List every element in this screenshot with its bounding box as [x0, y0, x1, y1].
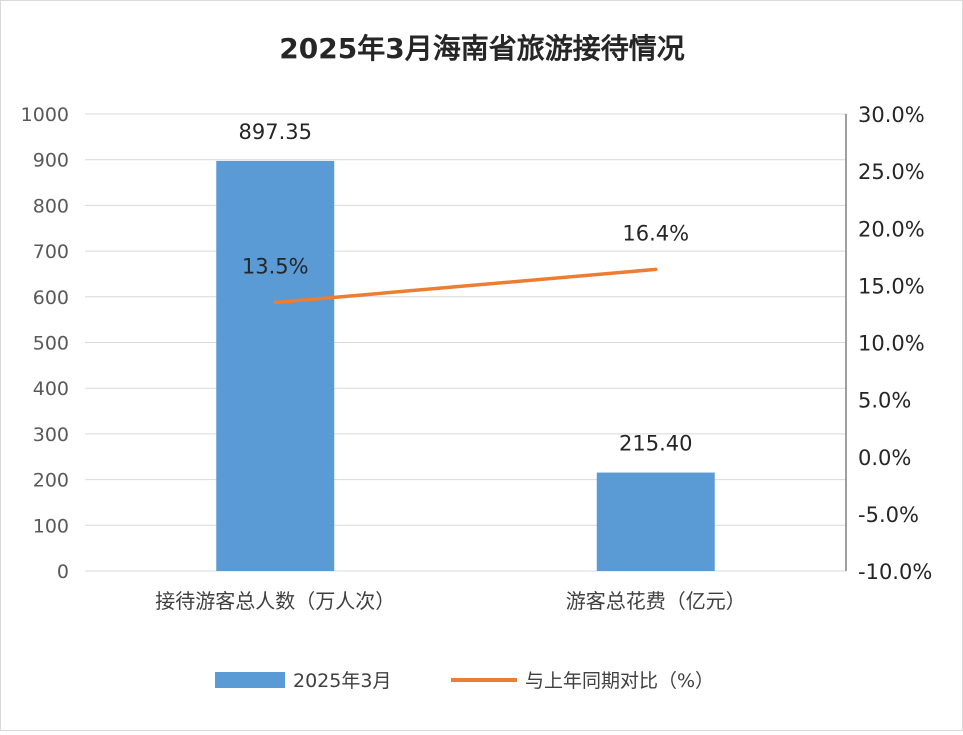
right-axis-ticks: -10.0% -5.0% 0.0% 5.0% 10.0% 15.0% 20.0% 25.0% 3… [858, 103, 932, 584]
right-tick-label: 0.0% [858, 446, 911, 470]
right-tick-label: 10.0% [858, 332, 925, 356]
gridlines [85, 113, 847, 572]
bar [596, 472, 715, 571]
line-path [273, 267, 658, 305]
category-labels: 接待游客总人数（万人次） 游客总花费（亿元） [155, 589, 746, 613]
bar [216, 160, 335, 571]
right-tick-label: 15.0% [858, 274, 925, 298]
bar-data-label: 215.40 [619, 432, 692, 456]
left-tick-label: 0 [57, 561, 69, 583]
right-tick-label: 30.0% [858, 103, 925, 127]
legend-bar-label: 2025年3月 [293, 670, 391, 692]
left-tick-label: 800 [33, 195, 69, 217]
left-tick-label: 100 [33, 515, 69, 537]
data-labels: 897.35 215.40 13.5% 16.4% [239, 120, 693, 456]
bar-data-label: 897.35 [239, 120, 312, 144]
line-series [273, 267, 658, 305]
bar-series [216, 160, 715, 571]
legend-bar-swatch [215, 672, 285, 688]
legend-line-label: 与上年同期对比（%） [525, 670, 714, 692]
left-tick-label: 1000 [21, 104, 69, 126]
left-tick-label: 400 [33, 378, 69, 400]
left-tick-label: 700 [33, 241, 69, 263]
right-tick-label: -5.0% [858, 503, 919, 527]
category-label: 游客总花费（亿元） [566, 589, 746, 613]
left-tick-label: 900 [33, 150, 69, 172]
legend: 2025年3月 与上年同期对比（%） [215, 670, 714, 692]
right-tick-label: -10.0% [858, 560, 932, 584]
category-label: 接待游客总人数（万人次） [155, 589, 395, 613]
right-tick-label: 5.0% [858, 389, 911, 413]
right-tick-label: 20.0% [858, 217, 925, 241]
left-tick-label: 200 [33, 470, 69, 492]
left-tick-label: 300 [33, 424, 69, 446]
line-data-label: 16.4% [622, 221, 689, 245]
right-tick-label: 25.0% [858, 160, 925, 184]
left-tick-label: 500 [33, 333, 69, 355]
line-data-label: 13.5% [242, 255, 309, 279]
left-axis-ticks: 0 100 200 300 400 500 600 700 800 900 1000 [21, 104, 69, 583]
left-tick-label: 600 [33, 287, 69, 309]
chart-title: 2025年3月海南省旅游接待情况 [279, 32, 684, 65]
